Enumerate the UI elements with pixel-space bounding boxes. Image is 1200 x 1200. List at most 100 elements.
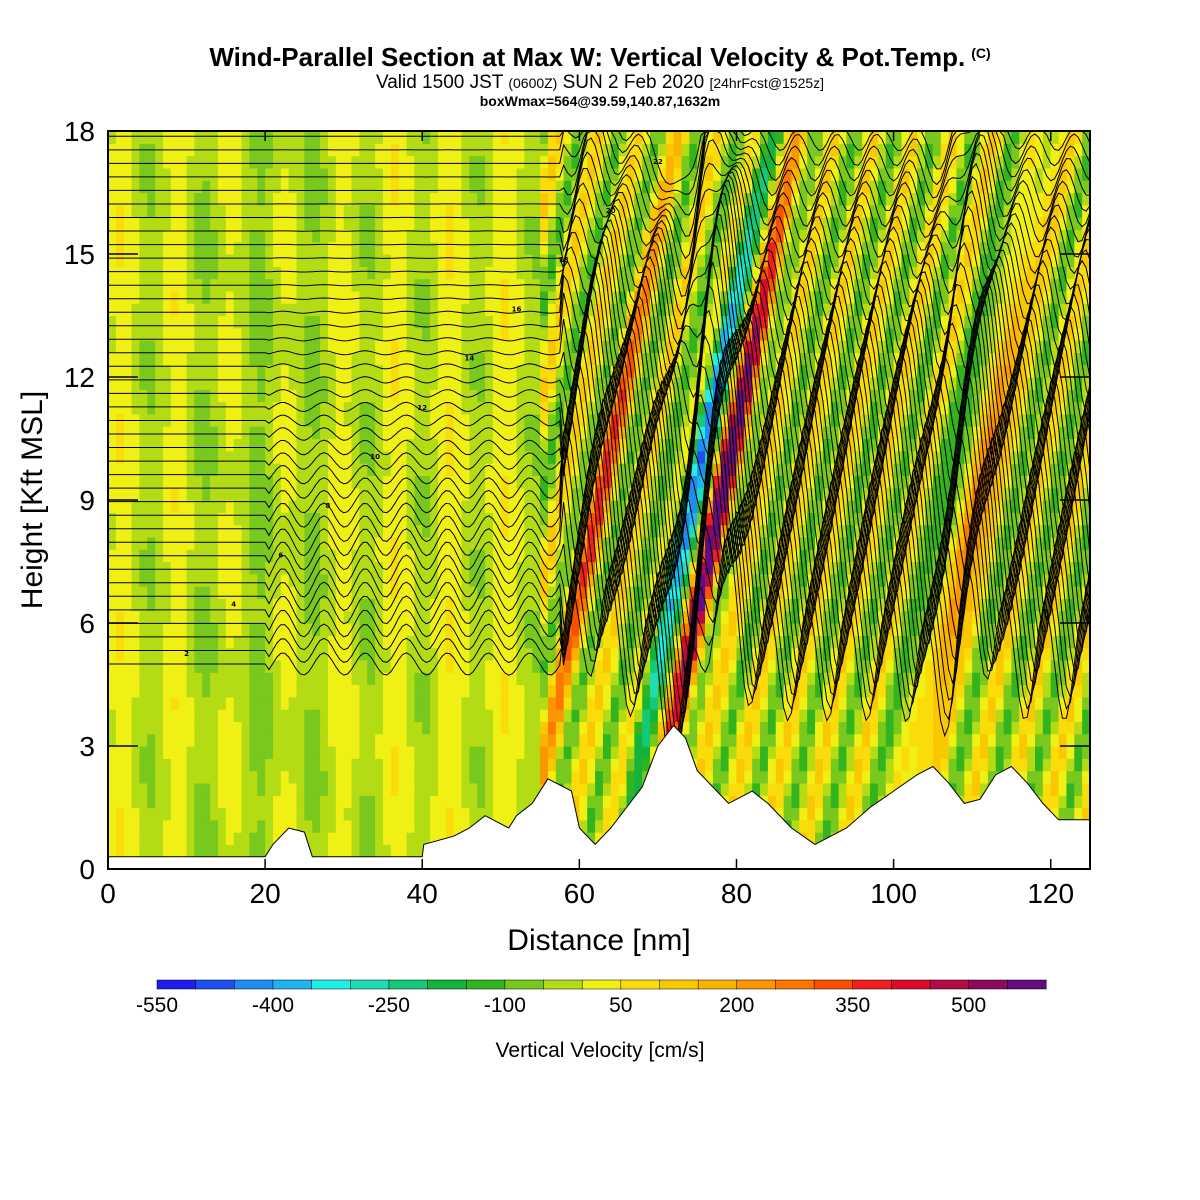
w-field-cell [657,167,667,181]
w-field-cell [351,131,360,144]
w-field-cell [217,721,227,735]
w-field-cell [705,770,714,784]
w-field-cell [689,487,698,501]
w-field-cell [720,217,730,230]
w-field-cell [634,217,643,230]
w-field-cell [280,586,290,599]
w-field-cell [288,340,298,353]
w-field-cell [500,217,510,230]
w-field-cell [453,475,463,489]
w-field-cell [280,167,290,181]
w-field-cell [461,303,470,317]
w-field-cell [210,586,219,599]
w-field-cell [610,573,620,587]
w-field-cell [657,647,667,661]
w-field-cell [359,512,368,526]
w-field-cell [626,131,635,144]
w-field-cell [249,180,258,194]
w-field-cell [406,844,415,858]
w-field-cell [422,623,431,636]
w-field-cell [469,155,478,169]
w-field-cell [162,180,172,194]
w-field-cell [296,475,305,489]
w-field-cell [492,500,502,513]
w-field-cell [249,758,258,772]
w-field-cell [508,536,518,550]
w-field-cell [626,204,635,218]
w-field-cell [500,266,510,280]
w-field-cell [422,217,431,230]
w-field-cell [351,659,360,673]
w-field-cell [265,782,274,796]
w-field-cell [217,770,227,784]
w-field-cell [736,389,745,403]
w-field-cell [712,254,722,267]
w-field-cell [602,659,612,673]
w-field-cell [453,192,463,206]
w-field-cell [147,844,156,858]
w-field-cell [265,377,274,390]
w-field-cell [547,377,557,390]
w-field-cell [170,438,180,452]
w-field-cell [461,413,470,427]
w-field-cell [398,167,408,181]
w-field-cell [524,475,533,489]
w-field-cell [296,389,305,403]
w-field-cell [422,819,431,833]
w-field-cell [382,635,392,649]
w-field-cell [500,192,510,206]
w-field-cell [131,844,141,858]
w-field-cell [210,672,219,686]
w-field-cell [650,684,659,698]
w-field-cell [288,426,298,440]
w-field-cell [367,746,376,759]
w-field-cell [398,635,408,649]
w-field-cell [288,463,298,476]
w-field-cell [359,623,368,636]
w-field-cell [147,758,156,772]
w-field-cell [492,438,502,452]
w-field-cell [233,598,243,612]
w-field-cell [705,635,714,649]
w-field-cell [516,524,525,538]
w-field-cell [257,623,266,636]
w-field-cell [241,684,251,698]
w-field-cell [312,623,321,636]
w-field-cell [540,672,549,686]
w-field-cell [194,303,203,317]
w-field-cell [681,131,690,144]
w-field-cell [492,672,502,686]
w-field-cell [485,401,494,415]
w-field-cell [131,512,141,526]
w-field-cell [296,733,305,747]
w-field-cell [720,143,730,157]
w-field-cell [398,807,408,821]
w-field-cell [375,549,384,563]
w-field-cell [618,586,628,599]
w-field-cell [547,290,557,304]
w-field-cell [265,315,274,329]
w-field-cell [720,512,730,526]
w-field-cell [312,426,321,440]
w-field-cell [736,672,745,686]
w-field-cell [461,167,470,181]
w-field-cell [288,217,298,230]
w-field-cell [320,721,329,735]
w-field-cell [508,512,518,526]
w-field-cell [689,131,698,144]
w-field-cell [225,364,235,378]
w-field-cell [547,327,557,341]
w-field-cell [500,795,510,809]
w-field-cell [642,536,651,550]
w-field-cell [579,352,588,366]
w-field-cell [375,659,384,673]
w-field-cell [579,672,588,686]
w-field-cell [665,586,675,599]
w-field-cell [131,192,141,206]
w-field-cell [359,426,368,440]
w-field-cell [587,536,596,550]
w-field-cell [265,450,274,464]
w-field-cell [108,389,117,403]
w-field-cell [194,389,203,403]
w-field-cell [673,229,683,243]
